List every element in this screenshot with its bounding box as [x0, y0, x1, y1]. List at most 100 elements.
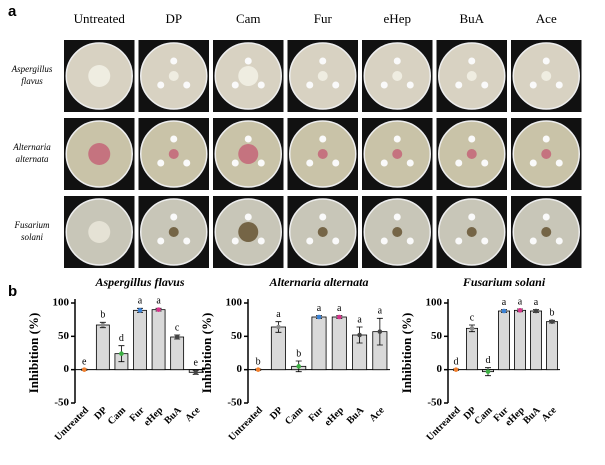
colony — [88, 143, 111, 165]
bar — [530, 310, 543, 371]
column-header: Fur — [314, 11, 333, 26]
panel-label: a — [8, 3, 17, 20]
colony — [238, 66, 259, 86]
column-header: Cam — [236, 11, 261, 26]
point — [316, 314, 322, 320]
disc — [170, 213, 178, 221]
disc — [542, 213, 550, 221]
point — [469, 326, 475, 331]
disc — [481, 237, 489, 245]
colony — [317, 71, 328, 81]
bar — [133, 309, 147, 371]
colony — [238, 144, 259, 164]
disc — [157, 159, 165, 167]
y-tick-label: 0 — [437, 363, 443, 375]
y-axis-label: Inhibition (%) — [26, 313, 41, 394]
disc — [455, 237, 463, 245]
row-label: Fusarium — [13, 220, 50, 230]
y-tick-label: 0 — [237, 363, 243, 375]
bar — [497, 310, 510, 371]
significance-letter: b — [296, 348, 301, 359]
disc — [529, 81, 537, 89]
significance-letter: d — [486, 355, 491, 366]
significance-letter: b — [100, 310, 105, 321]
disc — [306, 159, 314, 167]
point — [137, 308, 143, 313]
disc — [542, 135, 550, 143]
disc — [183, 81, 191, 89]
colony — [541, 227, 552, 237]
disc — [306, 81, 314, 89]
disc — [157, 81, 165, 89]
x-tick-label: Cam — [106, 405, 129, 428]
disc — [257, 81, 265, 89]
y-tick-label: 50 — [231, 330, 243, 342]
disc — [231, 81, 239, 89]
significance-letter: a — [317, 303, 322, 314]
y-tick-label: 100 — [226, 297, 243, 309]
significance-letter: a — [378, 306, 383, 317]
y-tick-label: 50 — [58, 330, 70, 342]
point — [517, 308, 523, 313]
point — [485, 369, 491, 374]
colony — [238, 222, 259, 242]
x-tick-label: Ace — [367, 405, 387, 425]
significance-letter: d — [454, 356, 459, 367]
disc — [157, 237, 165, 245]
disc — [183, 237, 191, 245]
y-axis-label: Inhibition (%) — [199, 313, 214, 394]
significance-letter: d — [119, 333, 124, 344]
disc — [393, 57, 401, 65]
point — [156, 307, 161, 312]
column-header: eHep — [384, 11, 411, 26]
point — [296, 364, 302, 369]
disc — [231, 237, 239, 245]
y-tick-label: -50 — [427, 397, 442, 409]
chart-title: Aspergillus flavus — [94, 275, 184, 289]
colony — [541, 71, 552, 81]
disc — [380, 81, 388, 89]
x-tick-label: Untreated — [227, 405, 266, 444]
row-label: Aspergillus — [11, 64, 53, 74]
column-header: DP — [165, 11, 182, 26]
disc — [393, 213, 401, 221]
point — [453, 367, 459, 372]
row-label: Alternaria — [12, 142, 51, 152]
significance-letter: e — [193, 358, 198, 369]
significance-letter: a — [276, 309, 281, 320]
x-tick-label: BuA — [162, 404, 184, 426]
x-tick-label: Untreated — [424, 405, 463, 444]
point — [100, 322, 106, 328]
disc — [393, 135, 401, 143]
disc — [319, 213, 327, 221]
disc — [257, 159, 265, 167]
point — [276, 324, 281, 330]
point — [255, 367, 261, 372]
chart-title: Alternaria alternata — [268, 275, 368, 289]
bar — [270, 326, 286, 371]
row-label: alternata — [16, 154, 49, 164]
colony — [88, 65, 111, 87]
disc — [542, 57, 550, 65]
disc — [529, 159, 537, 167]
disc — [380, 159, 388, 167]
y-tick-label: 100 — [53, 297, 70, 309]
significance-letter: b — [256, 356, 261, 367]
significance-letter: c — [470, 312, 475, 323]
colony — [541, 149, 552, 159]
x-tick-label: Cam — [283, 405, 306, 428]
y-axis-label: Inhibition (%) — [399, 313, 414, 394]
disc — [244, 213, 252, 221]
significance-letter: a — [534, 297, 539, 308]
disc — [555, 81, 563, 89]
disc — [455, 159, 463, 167]
disc — [244, 135, 252, 143]
colony — [317, 149, 328, 159]
disc — [406, 237, 414, 245]
significance-letter: c — [175, 322, 180, 333]
y-tick-label: -50 — [227, 397, 242, 409]
y-tick-label: 0 — [64, 363, 70, 375]
disc — [170, 135, 178, 143]
point — [193, 370, 199, 375]
significance-letter: a — [357, 314, 362, 325]
